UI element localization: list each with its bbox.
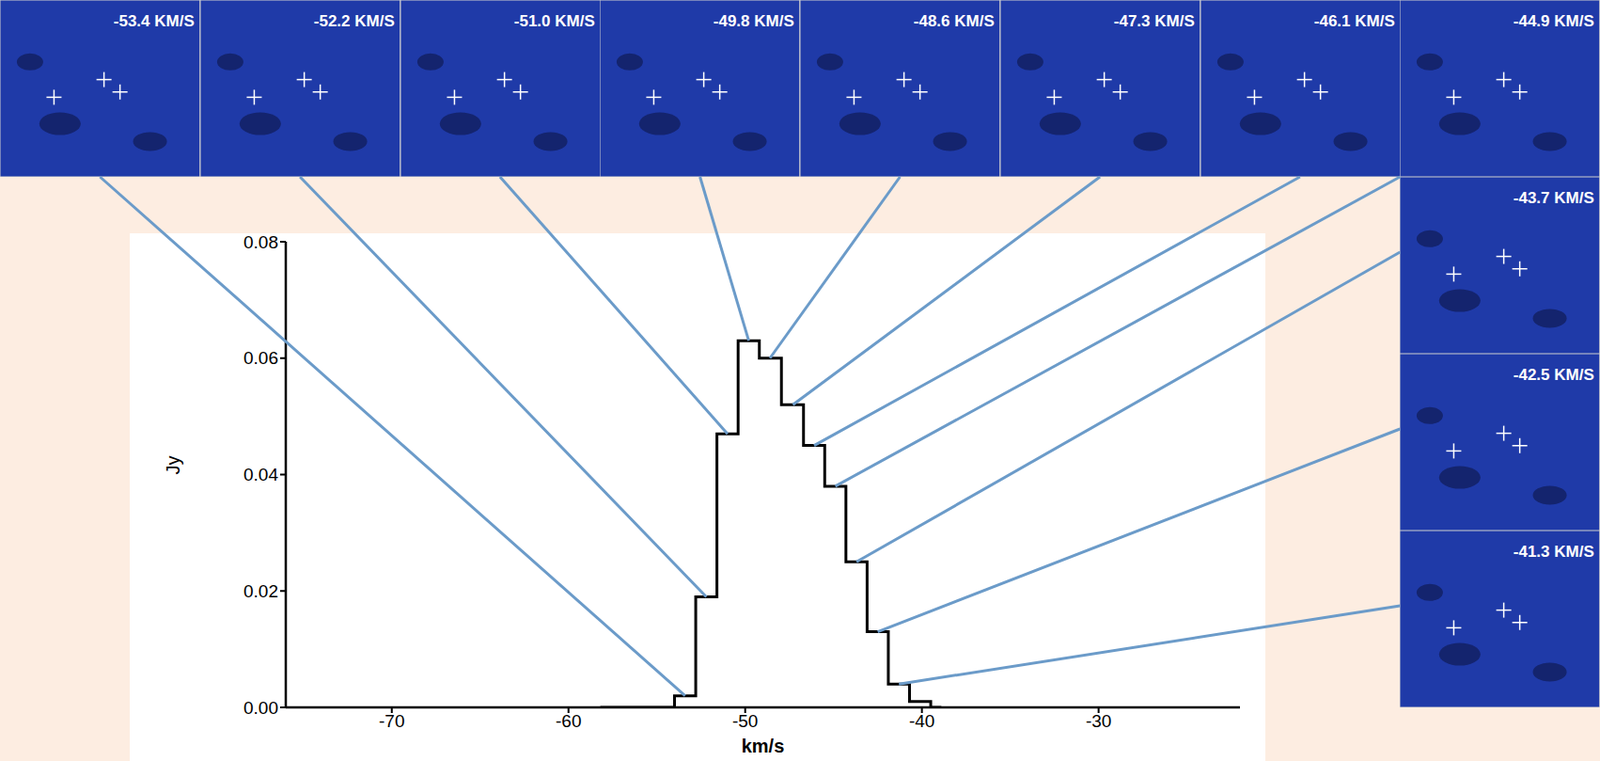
svg-text:-52.2 KM/S: -52.2 KM/S xyxy=(313,12,395,31)
svg-text:0.02: 0.02 xyxy=(243,580,279,601)
svg-text:0.04: 0.04 xyxy=(243,464,279,485)
svg-text:-51.0 KM/S: -51.0 KM/S xyxy=(513,12,595,31)
svg-text:0.06: 0.06 xyxy=(243,347,279,368)
svg-text:-30: -30 xyxy=(1085,710,1112,731)
svg-text:Jy: Jy xyxy=(162,455,184,475)
svg-text:-44.9 KM/S: -44.9 KM/S xyxy=(1513,12,1595,31)
svg-text:0.08: 0.08 xyxy=(243,233,279,252)
svg-text:-48.6 KM/S: -48.6 KM/S xyxy=(913,12,995,31)
svg-text:-60: -60 xyxy=(555,710,581,731)
svg-text:-46.1 KM/S: -46.1 KM/S xyxy=(1313,12,1395,31)
svg-text:-42.5 KM/S: -42.5 KM/S xyxy=(1513,365,1595,384)
svg-text:-40: -40 xyxy=(909,710,935,731)
svg-text:0.00: 0.00 xyxy=(243,697,279,718)
svg-text:-50: -50 xyxy=(732,710,758,731)
svg-text:-70: -70 xyxy=(378,710,405,731)
svg-text:-53.4 KM/S: -53.4 KM/S xyxy=(113,12,195,31)
svg-text:-47.3 KM/S: -47.3 KM/S xyxy=(1113,12,1195,31)
svg-text:-41.3 KM/S: -41.3 KM/S xyxy=(1513,542,1595,561)
svg-text:km/s: km/s xyxy=(741,735,785,756)
svg-text:-49.8 KM/S: -49.8 KM/S xyxy=(713,12,795,31)
svg-text:-43.7 KM/S: -43.7 KM/S xyxy=(1513,188,1595,207)
